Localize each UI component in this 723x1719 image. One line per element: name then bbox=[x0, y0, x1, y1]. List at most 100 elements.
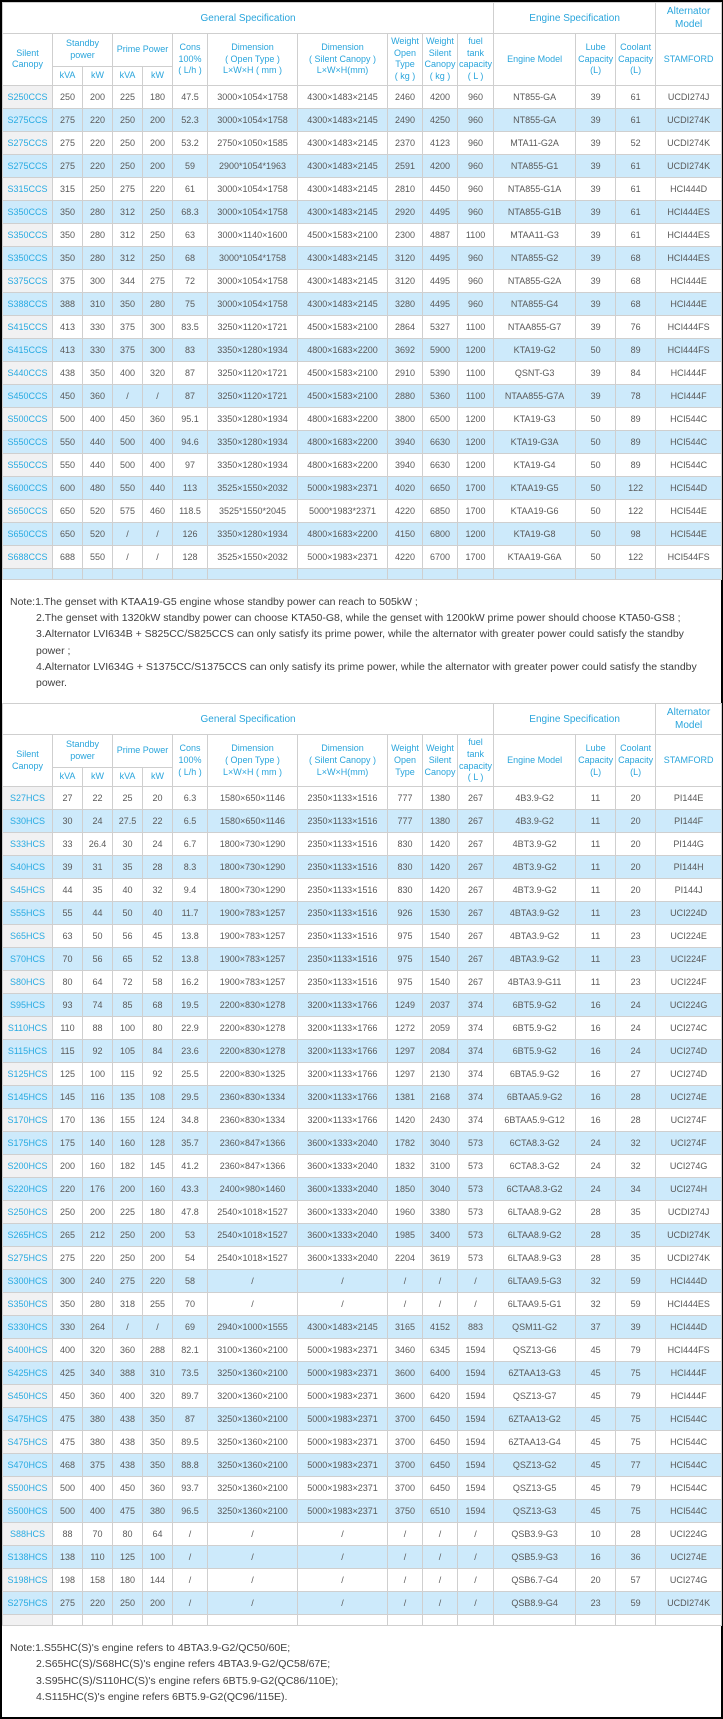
model-link[interactable]: S475HCS bbox=[2, 1430, 53, 1455]
model-link[interactable]: S650CCS bbox=[2, 498, 53, 523]
model-link[interactable]: S550CCS bbox=[2, 452, 53, 477]
cell-weight_open: 3280 bbox=[387, 291, 423, 316]
cell-fuel_tank: 267 bbox=[456, 832, 495, 857]
cell-cons: 54 bbox=[172, 1246, 208, 1271]
cell-stamford: HCI544E bbox=[655, 521, 723, 546]
cell-lube: 45 bbox=[575, 1384, 617, 1409]
cell-dimension_silent: 4500×1583×2100 bbox=[297, 360, 388, 385]
table-row: S688CCS 688 550//128 3525×1550×2032 5000×198… bbox=[2, 544, 723, 569]
cell-standby_kva: 145 bbox=[52, 1085, 83, 1110]
model-link[interactable]: S475HCS bbox=[2, 1407, 53, 1432]
model-link[interactable]: S350CCS bbox=[2, 199, 53, 224]
cell-standby_kw: 64 bbox=[82, 970, 113, 995]
model-link[interactable]: S425HCS bbox=[2, 1361, 53, 1386]
cell-stamford: HCI544C bbox=[655, 452, 723, 477]
model-link[interactable]: S265HCS bbox=[2, 1223, 53, 1248]
model-link[interactable]: S220HCS bbox=[2, 1177, 53, 1202]
cell-standby_kva: 468 bbox=[52, 1453, 83, 1478]
model-link[interactable]: S275HCS bbox=[2, 1591, 53, 1616]
cell-weight_open: 2490 bbox=[387, 107, 423, 132]
cell-standby_kw: 158 bbox=[82, 1568, 113, 1593]
cell-engine_model: NTA855-G4 bbox=[493, 291, 577, 316]
model-link[interactable]: S315CCS bbox=[2, 176, 53, 201]
model-link[interactable]: S70HCS bbox=[2, 947, 53, 972]
cell-weight_open: 830 bbox=[387, 832, 423, 857]
cell-cons: 83 bbox=[172, 337, 208, 362]
model-link[interactable]: S88HCS bbox=[2, 1522, 53, 1547]
model-link[interactable]: S275HCS bbox=[2, 1246, 53, 1271]
model-link[interactable]: S30HCS bbox=[2, 809, 53, 834]
empty-cell bbox=[493, 1614, 577, 1627]
table-row: S500HCS 500 400 475 380 96.5 3250×1360×2100 500… bbox=[2, 1499, 723, 1524]
fuel-tank-column-header: fuel tank capacity ( L ) bbox=[456, 33, 495, 86]
model-link[interactable]: S275CCS bbox=[2, 107, 53, 132]
cell-prime_kw: 320 bbox=[142, 1384, 173, 1409]
model-link[interactable]: S250CCS bbox=[2, 84, 53, 109]
cell-prime_kw: / bbox=[142, 521, 173, 546]
cell-weight_open: 1960 bbox=[387, 1200, 423, 1225]
empty-cell bbox=[172, 1614, 208, 1627]
model-link[interactable]: S500CCS bbox=[2, 406, 53, 431]
model-link[interactable]: S198HCS bbox=[2, 1568, 53, 1593]
model-link[interactable]: S40HCS bbox=[2, 855, 53, 880]
model-link[interactable]: S170HCS bbox=[2, 1108, 53, 1133]
model-link[interactable]: S440CCS bbox=[2, 360, 53, 385]
cell-standby_kva: 350 bbox=[52, 245, 83, 270]
model-link[interactable]: S175HCS bbox=[2, 1131, 53, 1156]
model-link[interactable]: S33HCS bbox=[2, 832, 53, 857]
model-link[interactable]: S350CCS bbox=[2, 222, 53, 247]
model-link[interactable]: S350CCS bbox=[2, 245, 53, 270]
model-link[interactable]: S110HCS bbox=[2, 1016, 53, 1041]
model-link[interactable]: S400HCS bbox=[2, 1338, 53, 1363]
cell-cons: 58 bbox=[172, 1269, 208, 1294]
model-link[interactable]: S375CCS bbox=[2, 268, 53, 293]
model-link[interactable]: S300HCS bbox=[2, 1269, 53, 1294]
table-row: S375CCS 375 300 344 275 72 3000×1054×1758 4300×… bbox=[2, 268, 723, 293]
cell-coolant: 61 bbox=[615, 84, 657, 109]
cell-engine_model: QSZ13-G2 bbox=[493, 1453, 577, 1478]
model-link[interactable]: S125HCS bbox=[2, 1062, 53, 1087]
model-link[interactable]: S350HCS bbox=[2, 1292, 53, 1317]
model-link[interactable]: S415CCS bbox=[2, 337, 53, 362]
model-link[interactable]: S65HCS bbox=[2, 924, 53, 949]
model-link[interactable]: S80HCS bbox=[2, 970, 53, 995]
cell-fuel_tank: 267 bbox=[456, 786, 495, 811]
model-link[interactable]: S27HCS bbox=[2, 786, 53, 811]
model-link[interactable]: S275CCS bbox=[2, 153, 53, 178]
cell-weight_open: 1985 bbox=[387, 1223, 423, 1248]
model-link[interactable]: S330HCS bbox=[2, 1315, 53, 1340]
cell-stamford: HCI544C bbox=[655, 1476, 723, 1501]
model-link[interactable]: S95HCS bbox=[2, 993, 53, 1018]
cell-prime_kw: 200 bbox=[142, 1591, 173, 1616]
model-link[interactable]: S250HCS bbox=[2, 1200, 53, 1225]
cell-fuel_tank: / bbox=[456, 1292, 495, 1317]
model-link[interactable]: S45HCS bbox=[2, 878, 53, 903]
model-link[interactable]: S275CCS bbox=[2, 130, 53, 155]
model-link[interactable]: S600CCS bbox=[2, 475, 53, 500]
model-link[interactable]: S470HCS bbox=[2, 1453, 53, 1478]
model-link[interactable]: S450HCS bbox=[2, 1384, 53, 1409]
model-link[interactable]: S500HCS bbox=[2, 1476, 53, 1501]
model-link[interactable]: S688CCS bbox=[2, 544, 53, 569]
cell-prime_kva: 250 bbox=[112, 1246, 143, 1271]
cell-engine_model: 4BTA3.9-G2 bbox=[493, 901, 577, 926]
cell-standby_kva: 425 bbox=[52, 1361, 83, 1386]
cell-coolant: 79 bbox=[615, 1384, 657, 1409]
cell-standby_kw: 176 bbox=[82, 1177, 113, 1202]
model-link[interactable]: S650CCS bbox=[2, 521, 53, 546]
model-link[interactable]: S115HCS bbox=[2, 1039, 53, 1064]
cell-cons: 11.7 bbox=[172, 901, 208, 926]
model-link[interactable]: S200HCS bbox=[2, 1154, 53, 1179]
model-link[interactable]: S500HCS bbox=[2, 1499, 53, 1524]
model-link[interactable]: S138HCS bbox=[2, 1545, 53, 1570]
model-link[interactable]: S415CCS bbox=[2, 314, 53, 339]
model-link[interactable]: S388CCS bbox=[2, 291, 53, 316]
model-link[interactable]: S55HCS bbox=[2, 901, 53, 926]
model-link[interactable]: S550CCS bbox=[2, 429, 53, 454]
empty-cell bbox=[456, 1614, 495, 1627]
cell-dimension_silent: 4500×1583×2100 bbox=[297, 222, 388, 247]
model-link[interactable]: S145HCS bbox=[2, 1085, 53, 1110]
table-row: S145HCS 145 116 135 108 29.5 2360×830×1334 3200… bbox=[2, 1085, 723, 1110]
model-link[interactable]: S450CCS bbox=[2, 383, 53, 408]
fuel-tank-column-header: fuel tank capacity ( L ) bbox=[456, 734, 495, 788]
